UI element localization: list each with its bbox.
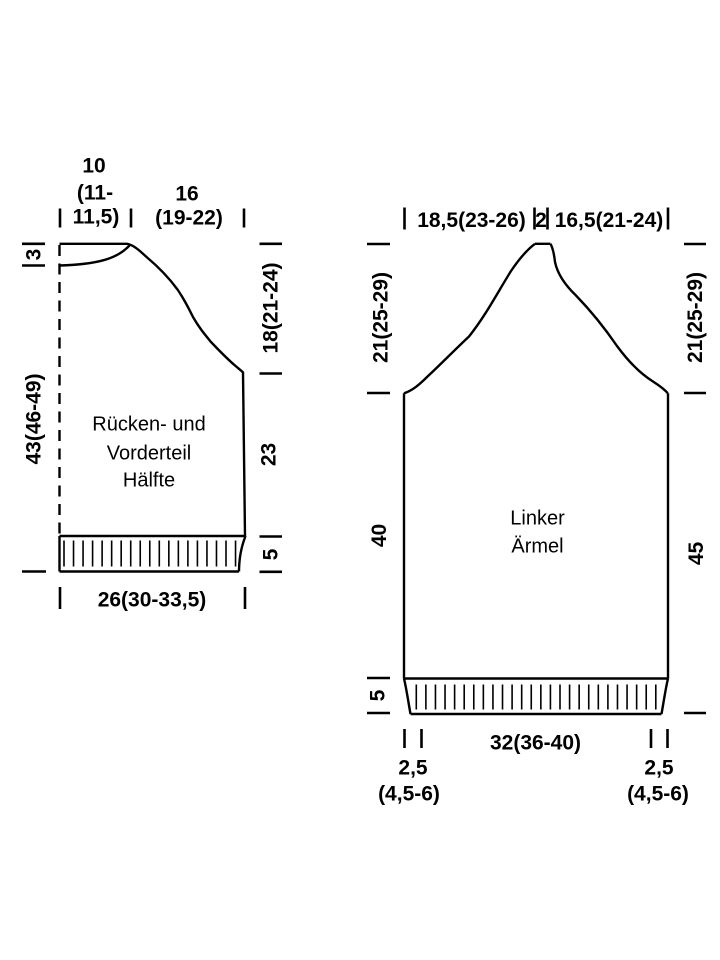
svg-text:(19-22): (19-22): [155, 207, 223, 230]
svg-text:Hälfte: Hälfte: [123, 470, 175, 492]
svg-text:Linker: Linker: [510, 508, 565, 530]
svg-text:16,5(21-24): 16,5(21-24): [555, 209, 664, 232]
svg-text:(4,5-6): (4,5-6): [627, 783, 689, 806]
svg-text:21(25-29): 21(25-29): [684, 272, 707, 363]
svg-text:2: 2: [535, 209, 547, 232]
svg-text:26(30-33,5): 26(30-33,5): [98, 589, 207, 612]
svg-text:32(36-40): 32(36-40): [490, 732, 581, 755]
svg-text:40: 40: [368, 524, 391, 547]
svg-text:2,5: 2,5: [644, 757, 674, 780]
svg-text:(4,5-6): (4,5-6): [378, 783, 440, 806]
svg-text:Vorderteil: Vorderteil: [107, 443, 192, 465]
svg-text:16: 16: [175, 183, 198, 206]
svg-text:45: 45: [685, 542, 708, 566]
svg-text:21(25-29): 21(25-29): [370, 272, 393, 363]
svg-text:23: 23: [258, 443, 281, 466]
svg-text:(11-: (11-: [77, 182, 113, 205]
svg-text:3: 3: [23, 249, 46, 261]
svg-text:10: 10: [82, 155, 105, 178]
svg-text:Rücken- und: Rücken- und: [92, 414, 205, 436]
svg-text:2,5: 2,5: [398, 757, 428, 780]
svg-text:5: 5: [260, 548, 283, 560]
svg-text:18,5(23-26): 18,5(23-26): [417, 209, 526, 232]
svg-text:Ärmel: Ärmel: [511, 536, 563, 558]
svg-text:5: 5: [367, 689, 390, 701]
svg-text:43(46-49): 43(46-49): [23, 373, 46, 464]
svg-text:18(21-24): 18(21-24): [260, 262, 283, 353]
svg-text:11,5): 11,5): [73, 206, 120, 229]
